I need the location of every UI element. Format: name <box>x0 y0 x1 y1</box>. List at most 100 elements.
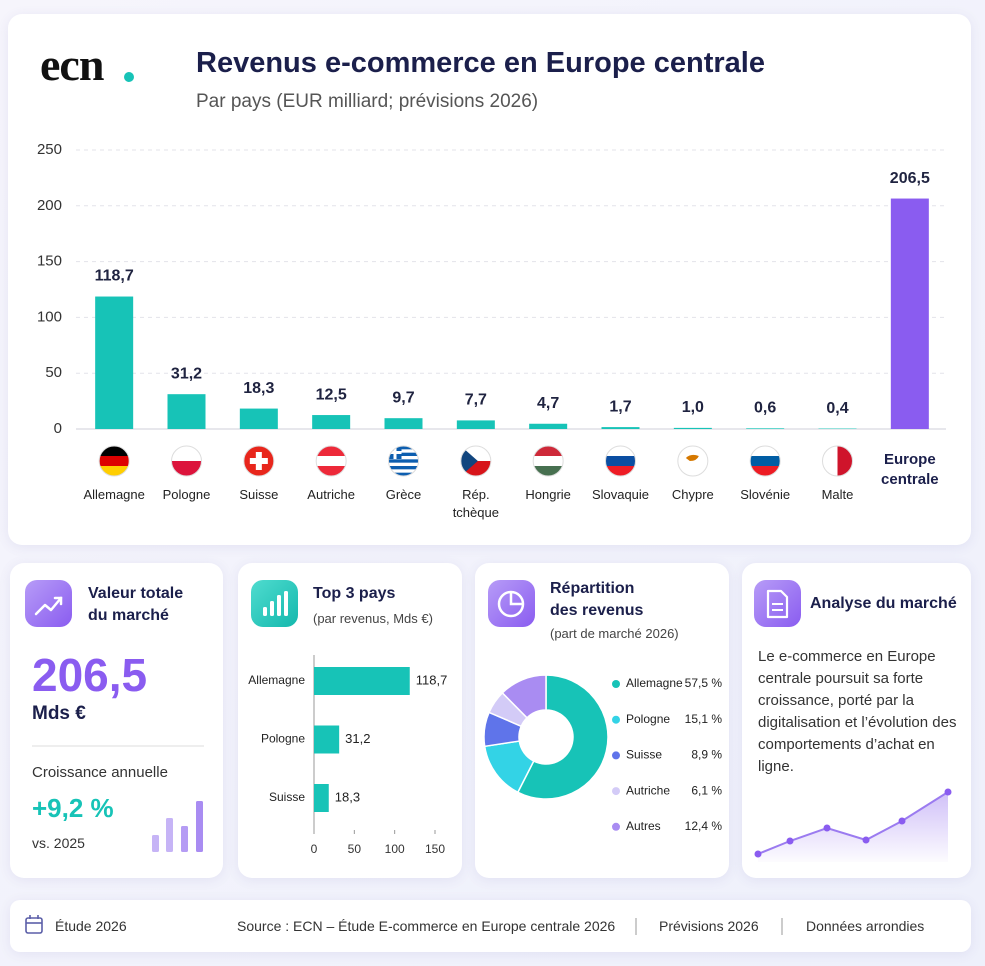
footer-note: Données arrondies <box>806 918 925 934</box>
flag-border <box>315 445 347 477</box>
y-tick-label: 250 <box>37 141 62 158</box>
x-tick-label: Allemagne <box>83 487 145 502</box>
flag-border <box>243 445 275 477</box>
flag-fill <box>677 446 708 476</box>
flag <box>315 445 347 477</box>
value-label: 31,2 <box>171 365 202 382</box>
pie-slice <box>501 674 547 719</box>
flag <box>749 445 781 477</box>
flag-part <box>388 449 419 454</box>
bar <box>673 427 712 429</box>
flag-part <box>316 446 347 457</box>
flag-part <box>388 472 419 476</box>
chart-title: Revenus e-commerce en Europe centrale <box>196 47 765 79</box>
flag <box>98 445 130 477</box>
x-tick-label: Autriche <box>307 487 355 502</box>
flag-part <box>685 454 699 461</box>
legend-swatch <box>612 680 620 688</box>
flag-part <box>99 446 130 457</box>
flag-part <box>750 446 781 457</box>
value-label: 4,7 <box>537 395 559 412</box>
flag-fill <box>533 446 564 476</box>
value-label: 12,5 <box>316 386 347 403</box>
card-title: Analyse du marché <box>810 595 957 612</box>
flag-part <box>388 459 419 464</box>
flag-part <box>171 446 202 462</box>
pie-slice <box>516 674 609 800</box>
growth-note: vs. 2025 <box>32 835 85 851</box>
value-label: 9,7 <box>392 389 414 406</box>
value-label: 118,7 <box>95 268 134 285</box>
total-value: 206,5 <box>32 649 148 701</box>
value-label: 0,6 <box>754 400 776 417</box>
flag-fill <box>460 446 491 476</box>
icon-bars <box>251 580 298 627</box>
icon-pie <box>488 580 535 627</box>
value-label: 1,0 <box>682 399 704 416</box>
y-tick-label: 100 <box>37 308 62 325</box>
x-tick-label: Europe centrale <box>881 451 939 488</box>
flag-fill <box>388 446 419 476</box>
flag-part <box>533 456 564 467</box>
flag-part <box>99 456 130 467</box>
flag-border <box>749 445 781 477</box>
flag <box>532 445 564 477</box>
bar <box>167 394 206 429</box>
bar <box>890 198 929 429</box>
deco-bars <box>152 801 203 852</box>
x-tick-label: Grèce <box>385 487 422 502</box>
legend-swatch <box>612 787 620 796</box>
x-tick-label: 150 <box>425 842 445 856</box>
y-tick-label: 200 <box>37 197 62 214</box>
value-label: 1,7 <box>609 398 631 415</box>
flag-fill <box>243 446 274 476</box>
y-tick-label: 0 <box>54 420 62 437</box>
card-subtitle: (part de marché 2026) <box>550 626 679 641</box>
flag-border <box>605 445 636 477</box>
bar <box>314 667 410 695</box>
flag-part <box>750 466 781 476</box>
flag <box>388 445 419 477</box>
card-title: Top 3 pays <box>313 585 396 602</box>
legend-value: 6,1 % <box>691 783 722 797</box>
growth-title: Croissance annuelle <box>32 764 168 781</box>
bar <box>314 784 329 812</box>
x-tick-label: Pologne <box>162 487 211 502</box>
bar <box>384 418 423 429</box>
value-label: 118,7 <box>416 672 448 687</box>
flag-part <box>249 458 268 464</box>
flag <box>460 445 492 477</box>
y-tick-label: 50 <box>45 364 62 381</box>
legend-value: 12,4 % <box>685 819 723 833</box>
legend-label: Autres <box>626 819 661 833</box>
flag-fill <box>99 446 130 476</box>
flag-part <box>99 466 130 476</box>
calendar-icon <box>25 915 43 934</box>
bar <box>312 415 351 429</box>
flag-fill <box>171 446 202 476</box>
deco-trend <box>754 788 952 862</box>
y-tick-label: 150 <box>37 253 62 270</box>
flag-border <box>677 445 709 477</box>
legend-swatch <box>612 715 620 724</box>
card-subtitle: (par revenus, Mds €) <box>313 611 433 626</box>
flag-part <box>605 456 636 467</box>
flag-border <box>532 445 564 477</box>
legend-label: Suisse <box>626 748 662 762</box>
bar <box>746 428 785 429</box>
legend-value: 15,1 % <box>685 712 723 726</box>
flag-part <box>171 461 202 476</box>
x-tick-label: Rép. tchèque <box>452 487 499 520</box>
icon-doc <box>754 580 801 627</box>
footer-source: Source : ECN – Étude E-commerce en Europ… <box>237 918 616 934</box>
flag-part <box>750 456 781 467</box>
flag-part <box>533 446 564 457</box>
flag-border <box>388 445 419 477</box>
value-label: 18,3 <box>335 789 360 804</box>
bar <box>529 423 568 429</box>
legend-swatch <box>612 822 620 831</box>
value-label: 0,4 <box>826 400 848 417</box>
flag-part <box>316 456 347 467</box>
value-label: 31,2 <box>345 731 370 746</box>
